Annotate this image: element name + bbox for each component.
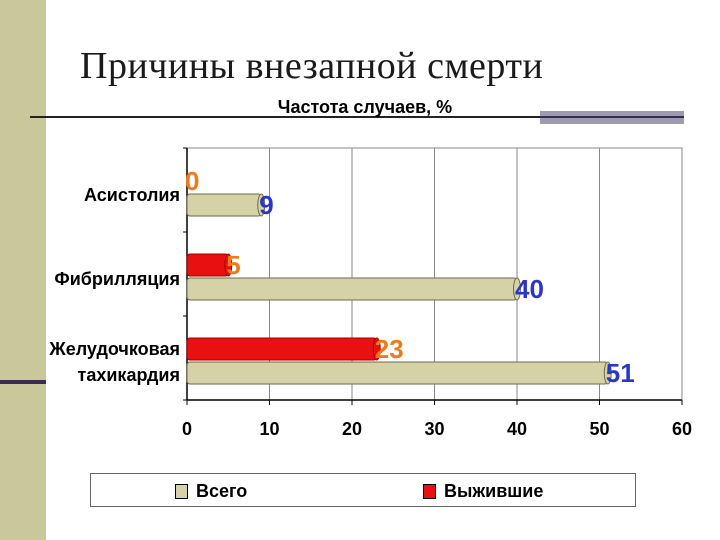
legend-label-total: Всего — [196, 480, 248, 501]
category-label: Желудочковая — [48, 339, 180, 359]
side-bar-accent-line — [0, 380, 46, 384]
category-label: Фибрилляция — [54, 269, 180, 289]
chart-legend: Всего Выжившие — [90, 473, 636, 507]
category-label: тахикардия — [78, 365, 180, 385]
legend-item-total: Всего — [175, 481, 247, 501]
bar-survived-cap — [224, 253, 233, 277]
x-tick-label: 20 — [342, 419, 362, 439]
bar-total-cap — [603, 361, 612, 385]
legend-swatch-survived — [423, 483, 436, 499]
bar-total — [186, 193, 262, 217]
legend-swatch-total — [175, 483, 188, 499]
legend-item-survived: Выжившие — [423, 481, 543, 501]
bar-total — [186, 277, 518, 301]
data-label-total: 40 — [515, 274, 544, 304]
bar-survived-cap — [372, 337, 381, 361]
bar-survived — [186, 337, 378, 361]
x-tick-label: 10 — [259, 419, 279, 439]
data-label-total: 9 — [259, 190, 273, 220]
bar-total-cap — [257, 193, 266, 217]
data-label-survived: 23 — [375, 334, 404, 364]
title-underline — [30, 116, 540, 118]
bar-total — [186, 361, 609, 385]
slide-side-bar — [0, 0, 46, 540]
data-label-survived: 5 — [226, 250, 240, 280]
data-label-survived: 0 — [185, 166, 199, 196]
legend-label-survived: Выжившие — [444, 480, 544, 501]
chart-title: Частота случаев, % — [278, 97, 452, 117]
category-label: Асистолия — [84, 185, 180, 205]
bar-total-cap — [513, 277, 521, 301]
title-accent-bar — [540, 111, 684, 124]
x-tick-label: 60 — [672, 419, 692, 439]
slide-title: Причины внезапной смерти — [80, 45, 544, 87]
x-tick-label: 30 — [424, 419, 444, 439]
x-tick-label: 50 — [589, 419, 609, 439]
data-label-total: 51 — [606, 358, 635, 388]
x-tick-label: 40 — [507, 419, 527, 439]
bar-survived — [186, 253, 229, 277]
x-tick-label: 0 — [182, 419, 192, 439]
